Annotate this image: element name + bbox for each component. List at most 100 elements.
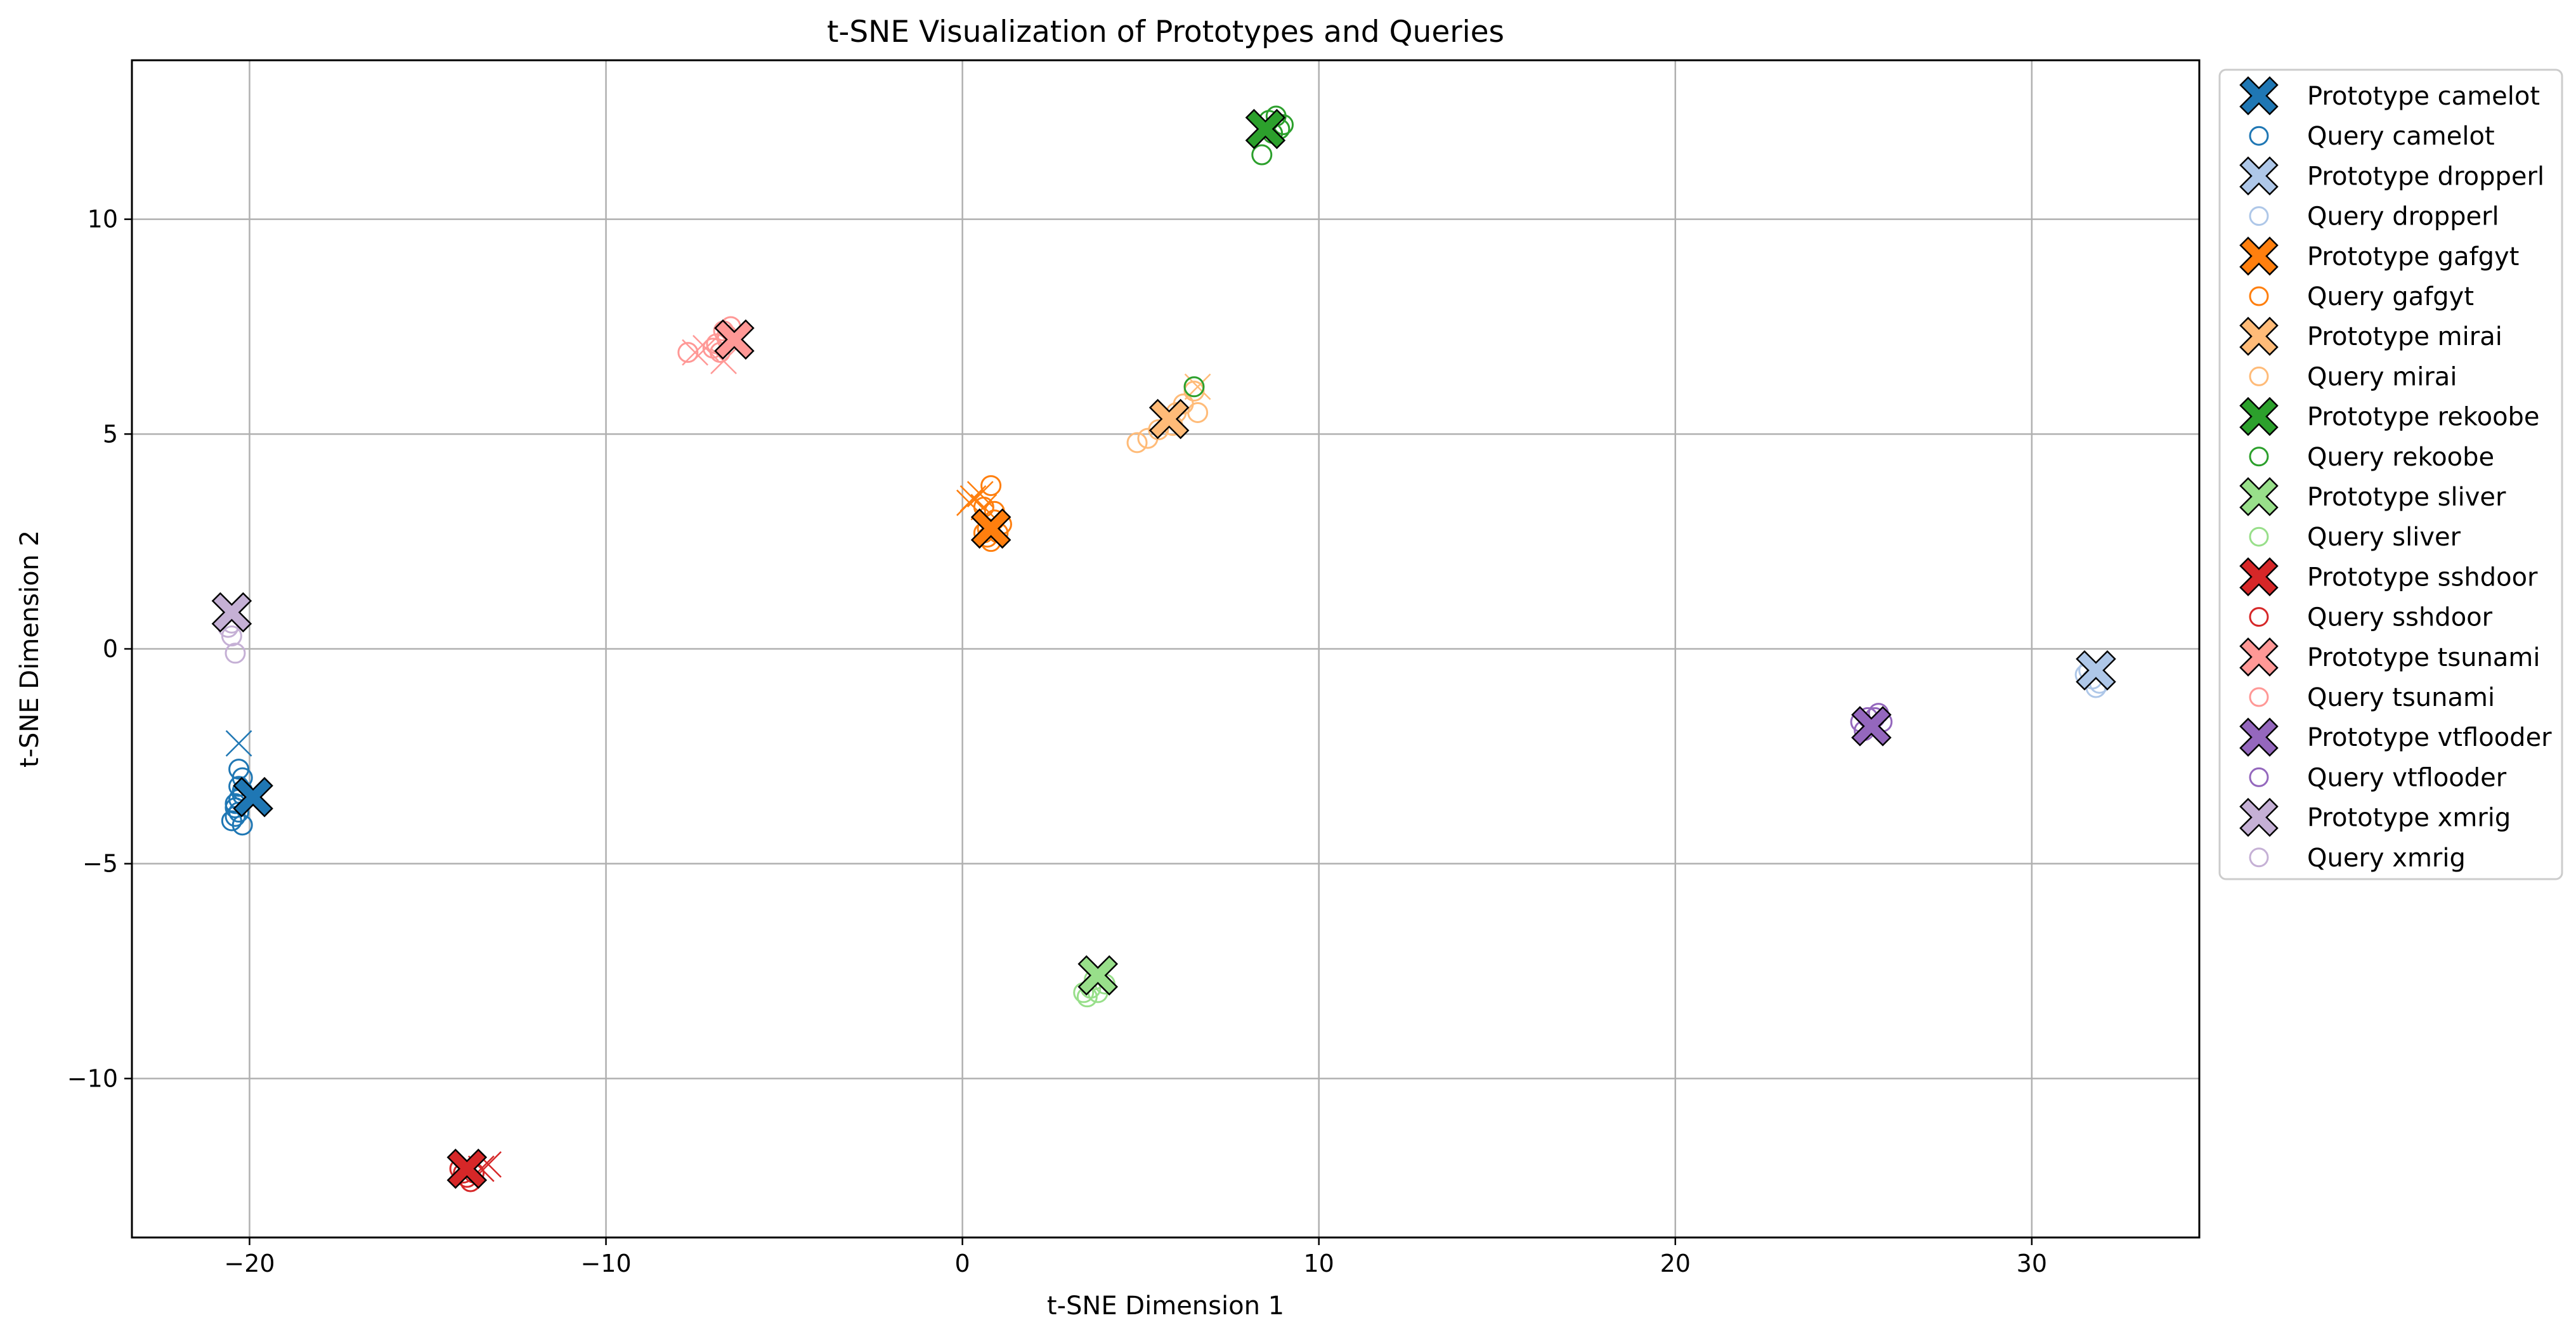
legend-item: Query xmrig (2249, 844, 2466, 873)
legend-item: Prototype sshdoor (2239, 557, 2538, 597)
legend-prototype-marker (2239, 317, 2279, 356)
legend-frame (2218, 69, 2563, 880)
series-rekoobe (1183, 105, 1294, 398)
y-tick-label: 5 (103, 420, 118, 448)
plot-area (131, 59, 2201, 1239)
legend-item: Prototype rekoobe (2239, 396, 2540, 436)
grid-layer (132, 60, 2199, 1237)
legend-label: Prototype sshdoor (2307, 563, 2538, 592)
legend-items: Prototype camelot Query camelot Prototype … (2239, 76, 2552, 873)
x-tick-label: 0 (955, 1250, 970, 1277)
legend-label: Query gafgyt (2307, 282, 2474, 311)
prototype-marker (1851, 706, 1892, 747)
legend-query-marker (2249, 767, 2269, 787)
legend-label: Prototype vtflooder (2307, 723, 2552, 752)
y-tick-label: 0 (103, 635, 118, 663)
legend-item: Prototype vtflooder (2239, 717, 2552, 757)
x-tick-label: 30 (2017, 1250, 2047, 1277)
legend-label: Prototype xmrig (2307, 804, 2511, 833)
legend-item: Query tsunami (2249, 683, 2495, 712)
legend-item: Query vtflooder (2249, 763, 2507, 792)
legend-label: Prototype gafgyt (2307, 242, 2519, 271)
series-dropperl (2074, 650, 2116, 698)
y-tick-label: −5 (82, 850, 118, 878)
legend-label: Query tsunami (2307, 683, 2495, 712)
legend-query-marker (2249, 526, 2269, 547)
legend-prototype-marker (2239, 76, 2279, 115)
legend-item: Prototype mirai (2239, 317, 2502, 356)
y-tick-label: 10 (88, 206, 118, 233)
legend-label: Query vtflooder (2307, 763, 2507, 792)
x-tick-label: −10 (580, 1250, 631, 1277)
legend-label: Prototype mirai (2307, 322, 2502, 351)
legend-prototype-marker (2239, 156, 2279, 196)
legend-query-marker (2249, 286, 2269, 306)
x-tick-label: 10 (1304, 1250, 1334, 1277)
chart-title: t-SNE Visualization of Prototypes and Qu… (827, 15, 1504, 49)
legend-item: Query rekoobe (2249, 443, 2494, 472)
prototype-marker (446, 1148, 488, 1189)
y-axis: −10 −5 0 5 10 (67, 206, 132, 1092)
prototype-marker (1148, 398, 1190, 440)
legend-query-marker (2249, 366, 2269, 386)
legend-item: Query sshdoor (2249, 603, 2493, 632)
legend-item: Query camelot (2249, 122, 2495, 151)
legend-item: Query mirai (2249, 362, 2457, 391)
x-axis-label: t-SNE Dimension 1 (1047, 1291, 1284, 1321)
legend-label: Query dropperl (2307, 202, 2499, 232)
prototype-marker (970, 508, 1012, 549)
query-point (980, 475, 1002, 497)
x-axis: −20 −10 0 10 20 30 (224, 1237, 2047, 1277)
prototype-marker (2076, 650, 2116, 691)
legend-prototype-marker (2239, 477, 2279, 516)
query-point (221, 625, 242, 647)
legend-query-marker (2249, 607, 2269, 627)
series-tsunami (677, 316, 755, 375)
prototype-marker (714, 319, 755, 360)
series-camelot (221, 730, 273, 836)
query-point (1251, 144, 1273, 166)
series-sliver (1073, 955, 1118, 1008)
legend-query-marker (2249, 447, 2269, 467)
query-point (1183, 376, 1205, 398)
legend-prototype-marker (2239, 717, 2279, 757)
legend-label: Prototype camelot (2307, 82, 2540, 111)
legend-label: Prototype dropperl (2307, 162, 2544, 191)
prototype-marker (1245, 108, 1286, 150)
legend-item: Prototype gafgyt (2239, 237, 2519, 276)
legend-item: Prototype dropperl (2239, 156, 2544, 196)
legend-item: Prototype xmrig (2239, 797, 2511, 837)
series-xmrig (211, 592, 252, 664)
legend-prototype-marker (2239, 637, 2279, 677)
legend-prototype-marker (2239, 557, 2279, 597)
legend-query-marker (2249, 206, 2269, 226)
legend-label: Query sliver (2307, 523, 2461, 552)
query-point (1126, 432, 1148, 454)
query-point (1187, 402, 1209, 423)
series-vtflooder (1850, 703, 1893, 747)
legend-label: Prototype rekoobe (2307, 403, 2540, 432)
legend-label: Prototype tsunami (2307, 643, 2540, 672)
legend-prototype-marker (2239, 797, 2279, 837)
x-tick-label: 20 (1660, 1250, 1691, 1277)
legend-item: Prototype tsunami (2239, 637, 2540, 677)
prototype-marker (211, 592, 252, 633)
query-point (221, 810, 242, 832)
prototype-marker (233, 776, 273, 818)
query-point (224, 643, 246, 664)
legend-item: Prototype sliver (2239, 477, 2506, 516)
legend-query-marker (2249, 847, 2269, 868)
legend-query-marker (2249, 126, 2269, 146)
legend-label: Query mirai (2307, 362, 2457, 391)
legend-item: Query dropperl (2249, 202, 2499, 232)
y-axis-label: t-SNE Dimension 2 (15, 530, 44, 767)
query-point (1148, 419, 1169, 441)
query-point (677, 342, 699, 363)
points-layer (211, 105, 2116, 1192)
legend-prototype-marker (2239, 396, 2279, 436)
misclassified-point (225, 730, 252, 757)
legend-item: Query gafgyt (2249, 282, 2474, 311)
legend-label: Query camelot (2307, 122, 2495, 151)
legend-query-marker (2249, 687, 2269, 707)
